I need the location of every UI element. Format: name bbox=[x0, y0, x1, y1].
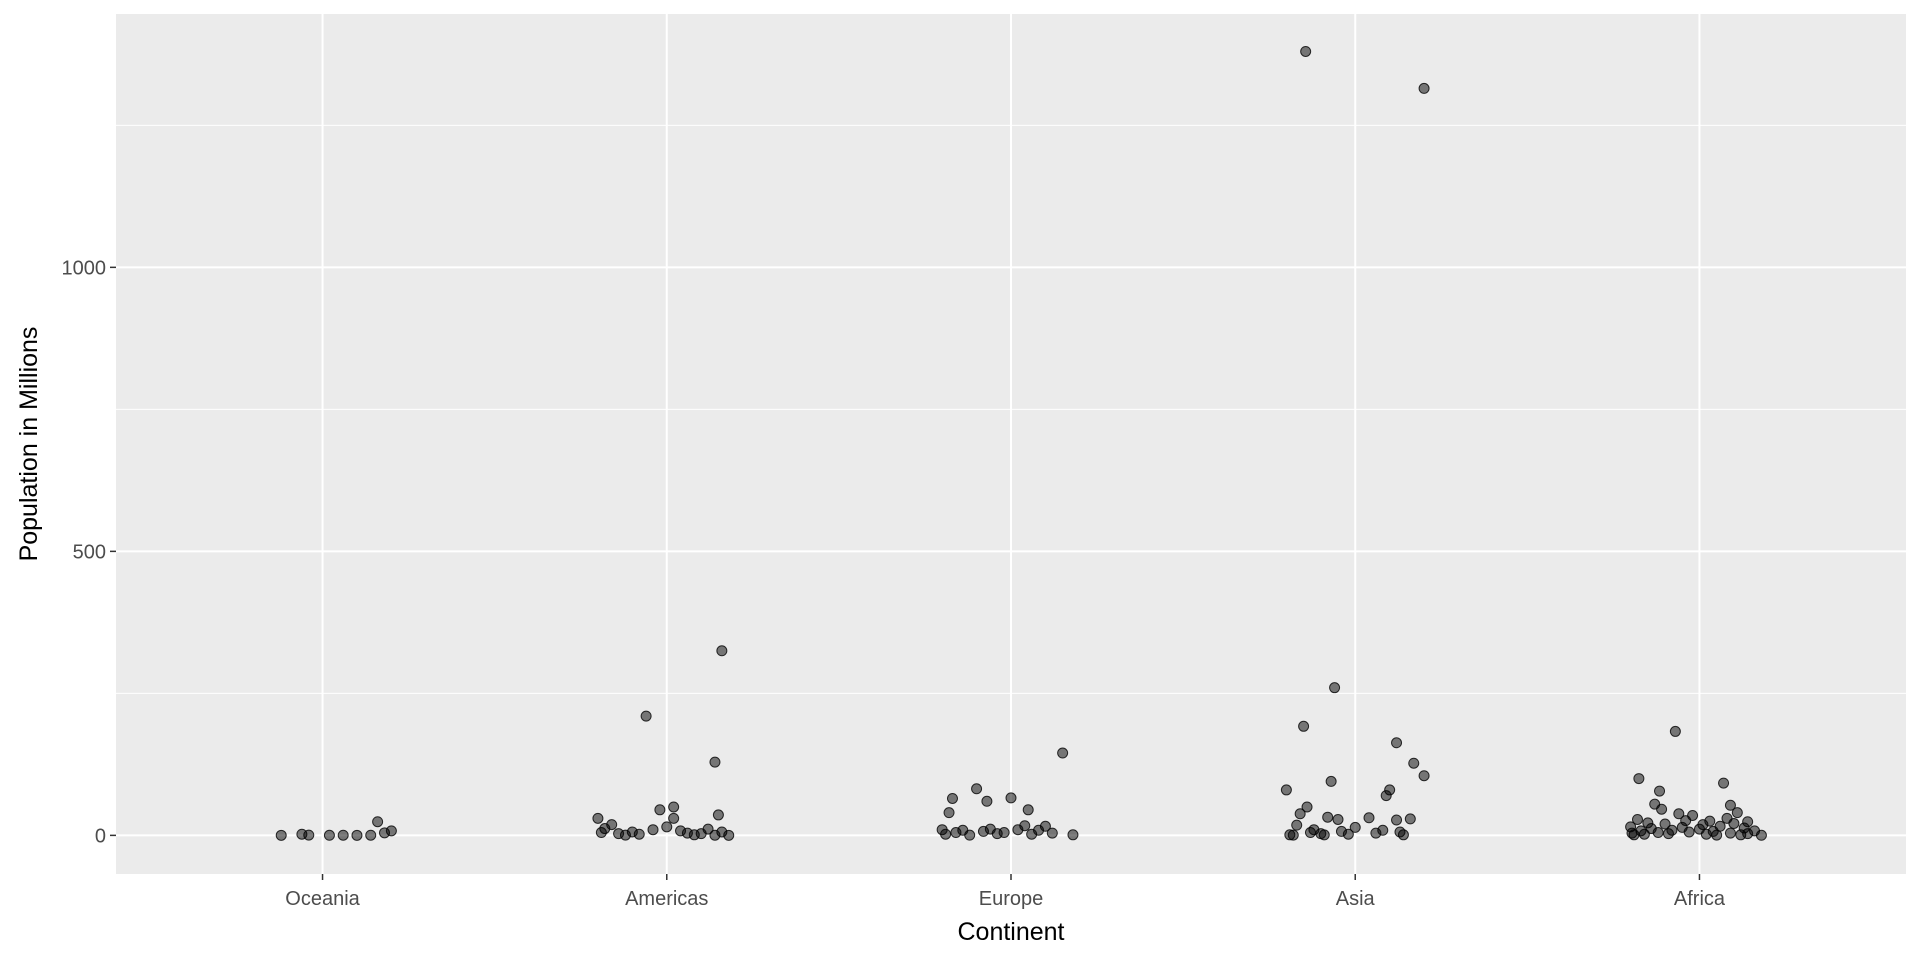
data-point bbox=[1418, 82, 1430, 94]
data-point bbox=[1687, 809, 1699, 821]
data-point bbox=[1669, 725, 1681, 737]
data-point bbox=[1742, 816, 1754, 828]
x-axis: Oceania Americas Europe Asia Africa bbox=[285, 874, 1726, 910]
data-point bbox=[1294, 808, 1306, 820]
data-point bbox=[1714, 820, 1726, 832]
data-points bbox=[275, 45, 1767, 841]
y-axis-title: Population in Millions bbox=[15, 327, 43, 562]
data-point bbox=[940, 828, 952, 840]
data-point bbox=[661, 821, 673, 833]
y-tick-label: 1000 bbox=[62, 257, 107, 279]
y-tick-label: 500 bbox=[73, 541, 106, 563]
data-point bbox=[1022, 804, 1034, 816]
data-point bbox=[1287, 829, 1299, 841]
data-point bbox=[1039, 820, 1051, 832]
data-point bbox=[668, 801, 680, 813]
data-point bbox=[702, 823, 714, 835]
data-point bbox=[1666, 824, 1678, 836]
y-axis: 0 500 1000 bbox=[62, 257, 116, 847]
data-point bbox=[1418, 770, 1430, 782]
data-point bbox=[647, 824, 659, 836]
data-point bbox=[943, 807, 955, 819]
data-point bbox=[365, 829, 377, 841]
data-point bbox=[1377, 824, 1389, 836]
data-point bbox=[1632, 813, 1643, 825]
major-gridlines bbox=[116, 14, 1906, 874]
data-point bbox=[1397, 829, 1409, 841]
data-point bbox=[1005, 792, 1017, 804]
data-point bbox=[372, 816, 384, 828]
data-point bbox=[323, 829, 335, 841]
data-point bbox=[1067, 829, 1079, 841]
data-point bbox=[946, 792, 958, 804]
data-point bbox=[275, 829, 287, 841]
data-point bbox=[1728, 817, 1740, 829]
data-point bbox=[971, 783, 983, 795]
data-point bbox=[1046, 827, 1058, 839]
data-point bbox=[640, 710, 652, 722]
x-tick-label: Americas bbox=[625, 888, 708, 910]
data-point bbox=[1019, 820, 1031, 832]
data-point bbox=[351, 829, 363, 841]
data-point bbox=[1656, 803, 1668, 815]
data-point bbox=[633, 828, 645, 840]
data-point bbox=[1280, 784, 1292, 796]
data-point bbox=[337, 829, 349, 841]
data-point bbox=[1755, 829, 1767, 841]
data-point bbox=[303, 829, 315, 841]
data-point bbox=[1724, 799, 1736, 811]
data-point bbox=[1301, 801, 1313, 813]
data-point bbox=[1718, 777, 1730, 789]
data-point bbox=[1391, 737, 1403, 749]
x-tick-label: Europe bbox=[979, 888, 1044, 910]
data-point bbox=[1673, 808, 1685, 820]
data-point bbox=[1300, 45, 1312, 57]
x-tick-label: Africa bbox=[1674, 888, 1726, 910]
data-point bbox=[981, 795, 993, 807]
x-tick-label: Asia bbox=[1336, 888, 1376, 910]
data-point bbox=[1731, 807, 1743, 819]
data-point bbox=[606, 819, 618, 831]
data-point bbox=[1291, 819, 1303, 831]
data-point bbox=[668, 812, 680, 824]
data-point bbox=[709, 756, 721, 768]
x-axis-title: Continent bbox=[957, 918, 1064, 946]
data-point bbox=[1298, 720, 1310, 732]
data-point bbox=[1659, 818, 1671, 830]
data-point bbox=[712, 809, 724, 821]
data-point bbox=[385, 825, 397, 837]
data-point bbox=[1342, 828, 1354, 840]
data-point bbox=[964, 829, 976, 841]
data-point bbox=[1318, 829, 1330, 841]
data-point bbox=[1704, 815, 1716, 827]
data-point bbox=[716, 645, 728, 657]
data-point bbox=[1363, 812, 1375, 824]
data-point bbox=[1724, 827, 1736, 839]
data-point bbox=[1325, 775, 1337, 787]
data-point bbox=[654, 804, 666, 816]
data-point bbox=[1384, 784, 1396, 796]
x-tick-label: Oceania bbox=[285, 888, 360, 910]
y-tick-label: 0 bbox=[95, 825, 106, 847]
data-point bbox=[1654, 785, 1666, 797]
data-point bbox=[1683, 826, 1695, 838]
data-point bbox=[1633, 773, 1645, 785]
data-point bbox=[998, 827, 1010, 839]
data-point bbox=[1329, 682, 1341, 694]
data-point bbox=[1332, 813, 1344, 825]
data-point bbox=[1349, 821, 1361, 833]
data-point bbox=[1057, 747, 1069, 759]
data-point bbox=[1322, 811, 1334, 823]
data-point bbox=[1408, 757, 1420, 769]
data-point bbox=[1652, 827, 1664, 839]
data-point bbox=[723, 829, 735, 841]
data-point bbox=[1404, 813, 1416, 825]
data-point bbox=[592, 812, 604, 824]
data-point bbox=[1391, 814, 1403, 826]
